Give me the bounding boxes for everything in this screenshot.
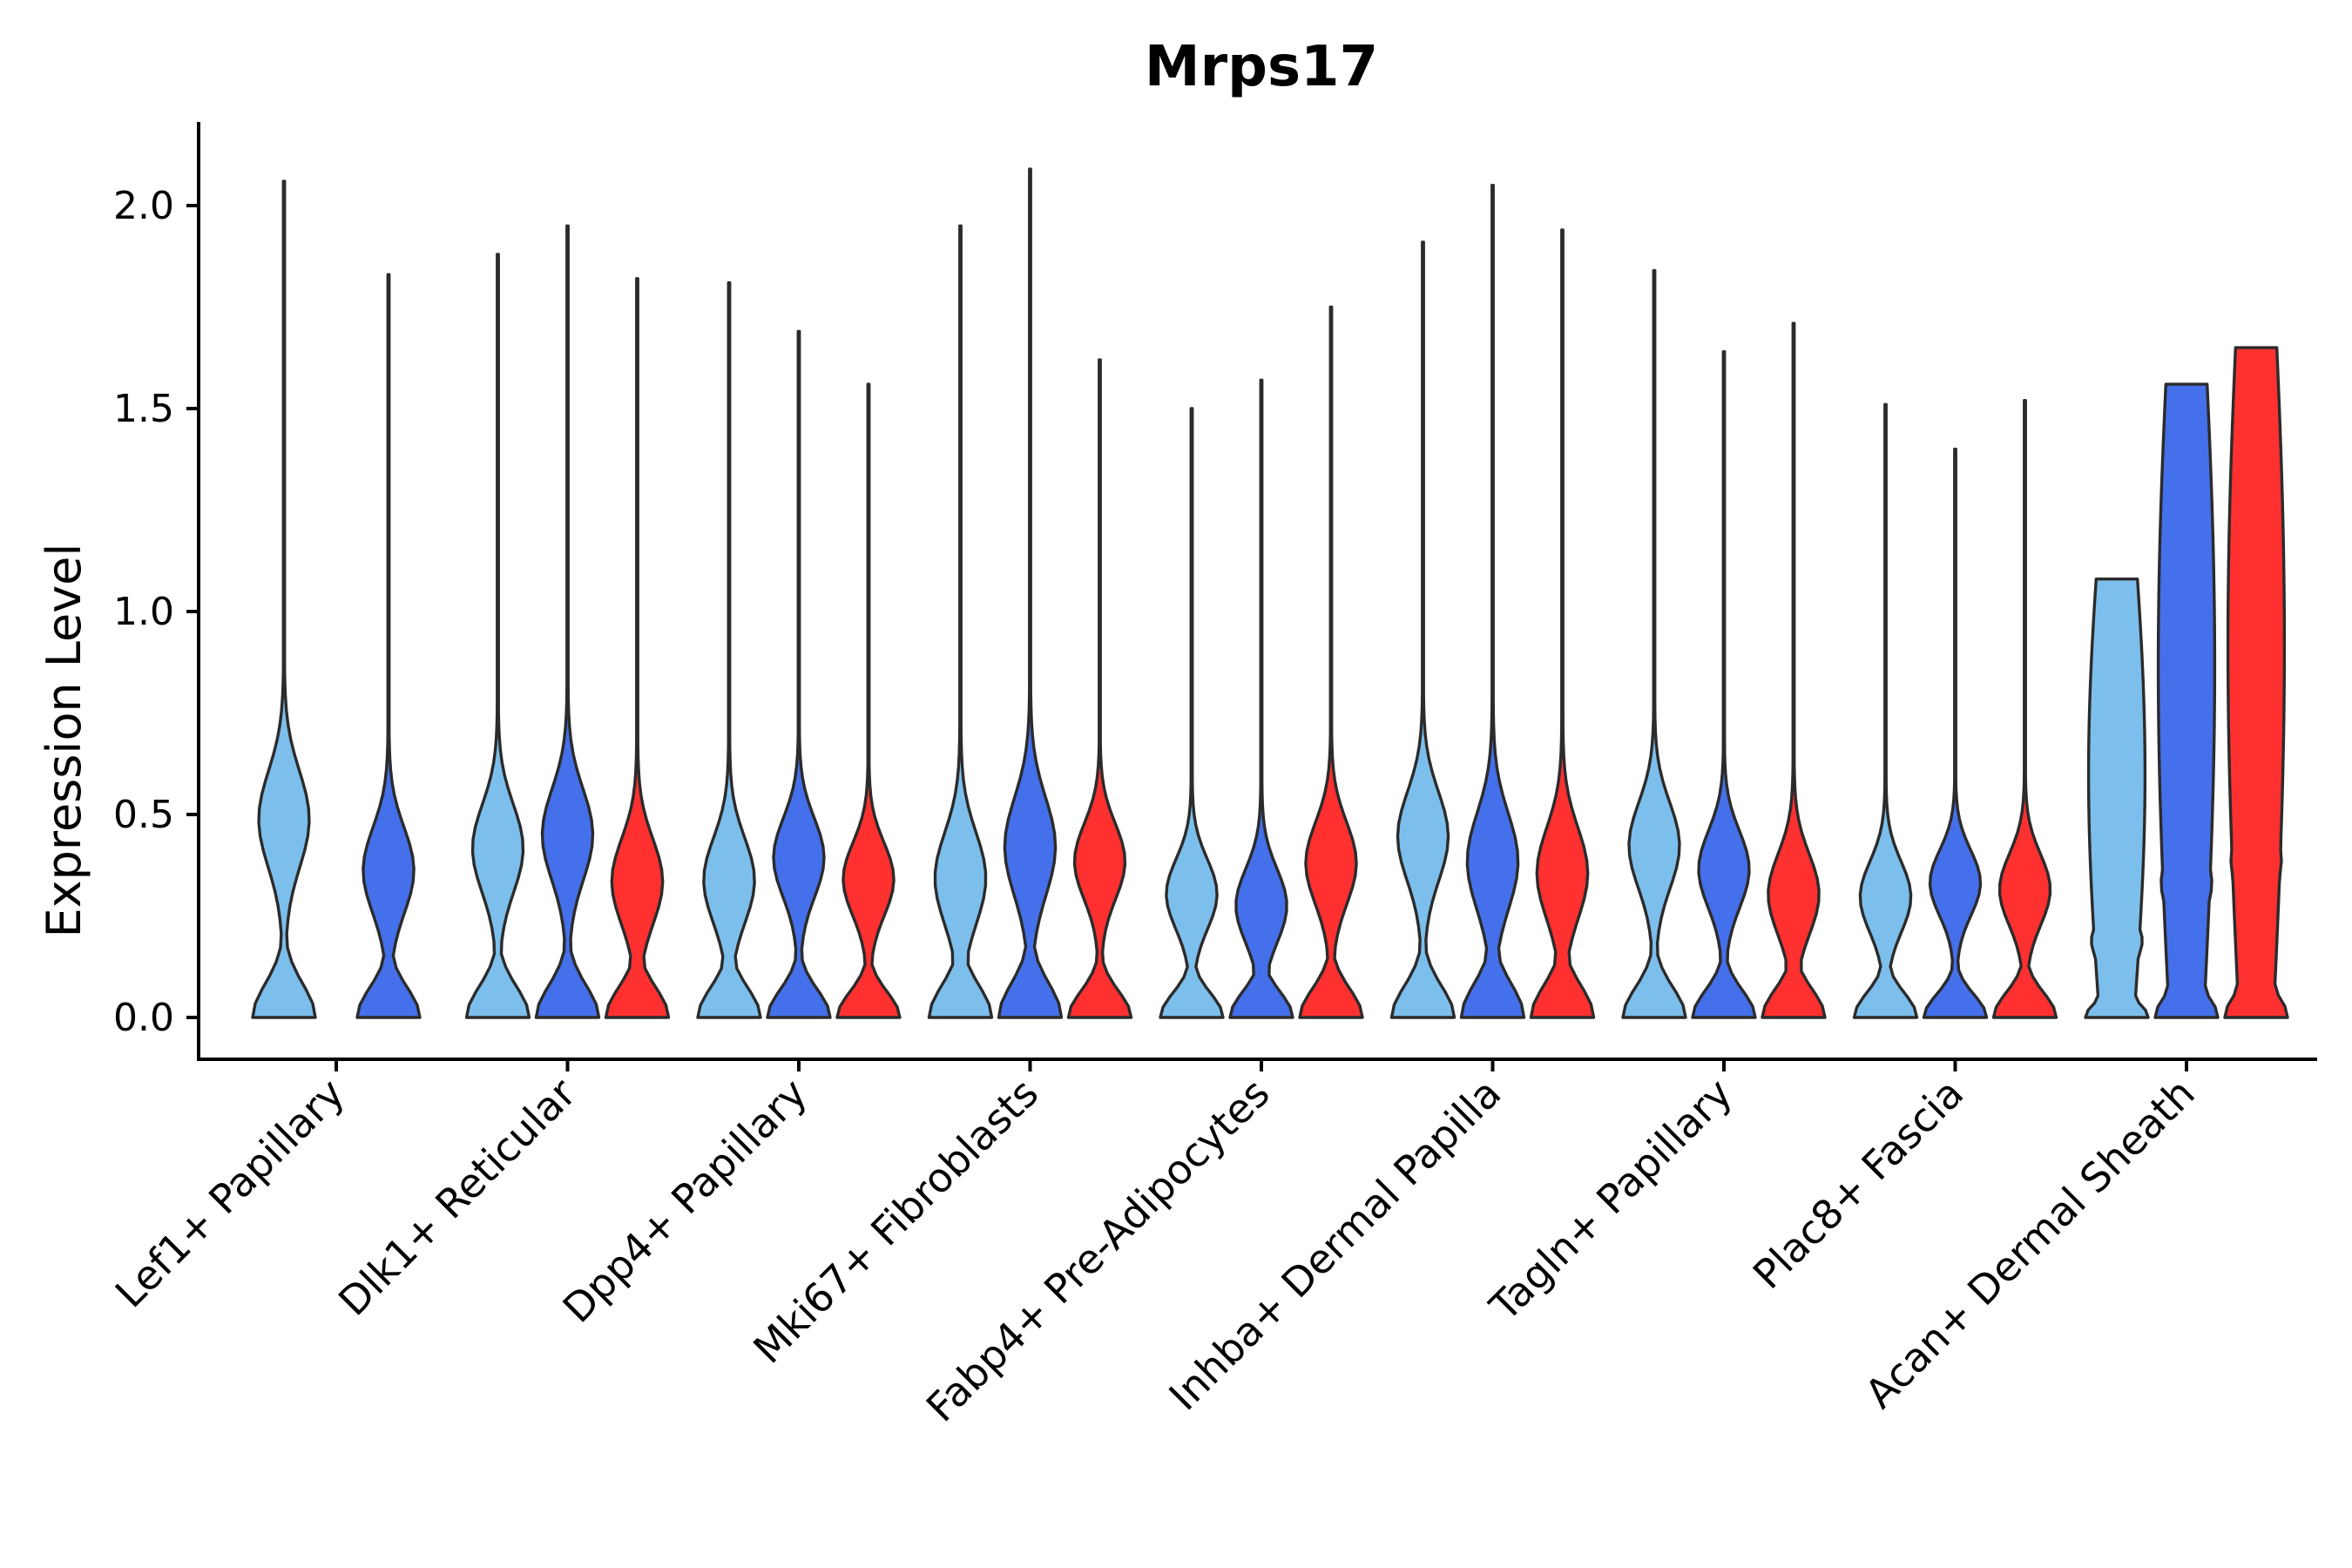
violin-6-3 bbox=[1529, 228, 1596, 1019]
violin-9-1 bbox=[2084, 578, 2150, 1019]
violin-7-1 bbox=[1621, 268, 1687, 1019]
violin-9-3 bbox=[2223, 346, 2289, 1019]
violin-3-3 bbox=[835, 382, 902, 1019]
violin-4-3 bbox=[1066, 358, 1133, 1019]
violin-8-2 bbox=[1922, 447, 1989, 1019]
x-category-label: Dpp4+ Papillary bbox=[554, 1070, 816, 1332]
violin-4-2 bbox=[997, 167, 1064, 1019]
violin-2-3 bbox=[604, 277, 671, 1019]
y-tick-label: 1.5 bbox=[113, 387, 174, 431]
violin-3-2 bbox=[766, 329, 832, 1019]
x-category-label: Dlk1+ Reticular bbox=[329, 1070, 585, 1325]
violin-7-3 bbox=[1761, 321, 1827, 1019]
violin-6-1 bbox=[1389, 240, 1456, 1019]
violin-5-2 bbox=[1228, 378, 1294, 1019]
violin-1-1 bbox=[251, 179, 317, 1019]
y-axis-label: Expression Level bbox=[37, 544, 91, 938]
y-tick-label: 0.5 bbox=[113, 793, 174, 837]
violin-1-2 bbox=[355, 273, 422, 1019]
violin-3-1 bbox=[696, 280, 762, 1019]
violin-4-1 bbox=[927, 224, 994, 1019]
violin-8-3 bbox=[1991, 398, 2058, 1019]
y-tick-label: 1.0 bbox=[113, 590, 174, 634]
x-category-label: Tagln+ Papillary bbox=[1480, 1070, 1741, 1331]
x-category-label: Plac8+ Fascia bbox=[1744, 1070, 1972, 1298]
violin-9-2 bbox=[2153, 382, 2220, 1019]
y-tick-label: 2.0 bbox=[113, 184, 174, 228]
x-category-label: Lef1+ Papillary bbox=[106, 1070, 354, 1317]
violin-layer bbox=[251, 167, 2289, 1019]
chart-title: Mrps17 bbox=[1145, 35, 1378, 99]
violin-5-1 bbox=[1159, 407, 1225, 1019]
y-tick-label: 0.0 bbox=[113, 996, 174, 1040]
violin-2-2 bbox=[534, 224, 601, 1019]
violin-5-3 bbox=[1298, 305, 1364, 1019]
violin-6-2 bbox=[1459, 184, 1526, 1019]
violin-2-1 bbox=[464, 253, 531, 1019]
violin-8-1 bbox=[1852, 402, 1919, 1019]
violin-7-2 bbox=[1691, 350, 1757, 1019]
